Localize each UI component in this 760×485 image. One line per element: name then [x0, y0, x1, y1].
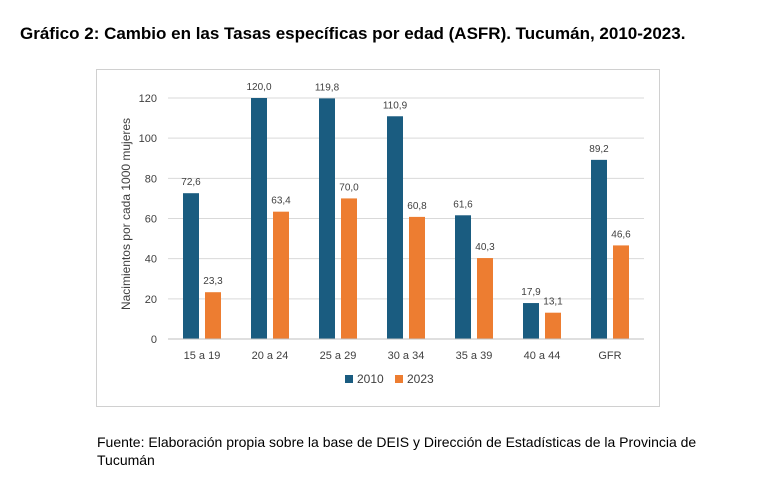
bar-2023-25-a-29 [341, 198, 357, 339]
x-tick-label: 25 a 29 [320, 350, 357, 362]
data-label: 13,1 [543, 297, 563, 308]
bar-2023-35-a-39 [477, 258, 493, 339]
bar-2023-GFR [613, 245, 629, 339]
bar-2010-25-a-29 [319, 98, 335, 339]
bars [183, 98, 629, 339]
y-tick-label: 60 [145, 214, 157, 226]
y-tick-label: 120 [139, 93, 157, 105]
legend-label-2023: 2023 [407, 372, 434, 386]
y-tick-label: 0 [151, 334, 157, 346]
bar-2023-40-a-44 [545, 312, 561, 339]
legend-swatch-2023 [395, 375, 403, 383]
gridlines [168, 97, 644, 300]
chart-frame [96, 69, 660, 407]
bar-2010-30-a-34 [387, 116, 403, 339]
axes: 0 20 40 60 80 100 120 15 a 19 20 a 24 25 a 29 30 a… [139, 93, 644, 362]
data-label: 61,6 [453, 199, 473, 210]
x-tick-label: 30 a 34 [388, 350, 425, 362]
x-tick-label: 35 a 39 [456, 350, 493, 362]
bar-2023-30-a-34 [409, 216, 425, 339]
x-tick-label: 20 a 24 [252, 350, 289, 362]
bar-2010-15-a-19 [183, 193, 199, 339]
data-label: 60,8 [407, 201, 427, 212]
bar-2023-20-a-24 [273, 211, 289, 339]
data-label: 119,8 [315, 82, 340, 93]
x-tick-label: 40 a 44 [524, 350, 561, 362]
data-label: 110,9 [383, 100, 408, 111]
bar-2010-GFR [591, 159, 607, 339]
data-label: 89,2 [589, 144, 609, 155]
bar-2023-15-a-19 [205, 292, 221, 339]
data-labels: 72,6 23,3 120,0 63,4 119,8 70,0 110,9 60,8 61,6 4… [181, 82, 631, 308]
bar-2010-40-a-44 [523, 303, 539, 339]
legend-swatch-2010 [345, 375, 353, 383]
figure-title: Gráfico 2: Cambio en las Tasas específic… [20, 24, 686, 43]
data-label: 120,0 [246, 82, 271, 93]
data-label: 63,4 [271, 196, 291, 207]
data-label: 23,3 [203, 276, 223, 287]
data-label: 40,3 [475, 242, 495, 253]
data-label: 70,0 [339, 182, 359, 193]
source-note: Fuente: Elaboración propia sobre la base… [97, 434, 697, 468]
bar-2010-35-a-39 [455, 215, 471, 339]
y-tick-label: 100 [139, 133, 157, 145]
legend: 2010 2023 [345, 372, 434, 386]
y-tick-label: 80 [145, 173, 157, 185]
data-label: 72,6 [181, 177, 201, 188]
x-tick-label: GFR [598, 350, 621, 362]
y-axis-label: Nacimientos por cada 1000 mujeres [119, 118, 133, 310]
legend-label-2010: 2010 [357, 372, 384, 386]
y-tick-label: 20 [145, 294, 157, 306]
data-label: 17,9 [521, 287, 541, 298]
bar-2010-20-a-24 [251, 98, 267, 339]
x-tick-label: 15 a 19 [184, 350, 221, 362]
y-tick-label: 40 [145, 254, 157, 266]
data-label: 46,6 [611, 229, 631, 240]
